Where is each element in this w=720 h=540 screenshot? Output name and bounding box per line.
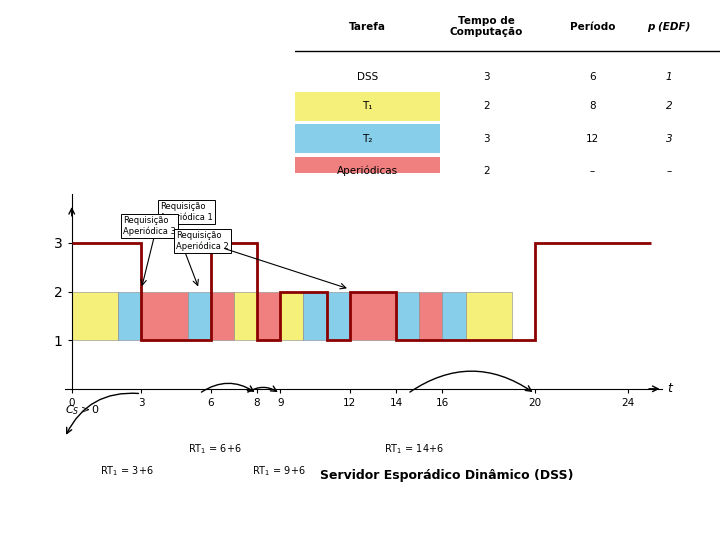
Text: 1: 1 [666,72,672,82]
Bar [211,292,234,340]
Text: Requisição
Aperiódica 2: Requisição Aperiódica 2 [176,231,229,251]
Text: 2: 2 [483,166,490,176]
Text: Servidor Esporádico Dinâmico (DSS): Servidor Esporádico Dinâmico (DSS) [320,469,573,482]
Text: Tarefa: Tarefa [349,22,386,32]
Text: –: – [667,166,672,176]
Bar [188,292,211,340]
Text: RT$_1$ = 3+6: RT$_1$ = 3+6 [99,464,153,478]
Text: 12: 12 [586,134,599,144]
Text: Período: Período [570,22,616,32]
Text: 12/4/2020: 12/4/2020 [638,517,691,528]
Text: T₁: T₁ [362,102,373,111]
Bar [419,292,442,340]
Text: 6: 6 [589,72,596,82]
Text: 3: 3 [483,72,490,82]
Bar [257,292,280,340]
Text: RT$_1$ = 9+6: RT$_1$ = 9+6 [253,464,306,478]
Bar [295,124,440,153]
Text: Aperiódicas: Aperiódicas [337,166,398,177]
Text: RT$_1$ = 6+6: RT$_1$ = 6+6 [188,442,241,456]
Bar [303,292,350,340]
Text: $C_S > 0$: $C_S > 0$ [65,403,100,417]
Text: Sistemas de Tempo Real: Sistemas de Tempo Real [297,517,423,528]
Text: –: – [590,166,595,176]
Text: Tempo de
Computação: Tempo de Computação [450,16,523,37]
Text: t: t [667,382,672,395]
Text: Requisição
Aperiódica 3: Requisição Aperiódica 3 [122,216,176,237]
Bar [396,292,419,340]
Bar [295,92,440,121]
Bar [295,157,440,186]
Text: 2: 2 [666,102,672,111]
Text: 3: 3 [483,134,490,144]
Bar [234,292,257,340]
Bar [466,292,512,340]
Bar [72,292,118,340]
Bar [118,292,141,340]
Bar [141,292,188,340]
Text: 3: 3 [666,134,672,144]
Text: Requisição
Aperiódica 1: Requisição Aperiódica 1 [160,201,212,222]
Text: RT$_1$ = 14+6: RT$_1$ = 14+6 [384,442,444,456]
Text: T₂: T₂ [362,134,373,144]
Bar [442,292,466,340]
Bar [280,292,303,340]
Bar [350,292,396,340]
Text: p (EDF): p (EDF) [647,22,690,32]
Text: DSS: DSS [357,72,378,82]
Text: 8: 8 [589,102,596,111]
Text: 2: 2 [483,102,490,111]
Text: Anderson Moreira – CIn/UFPE: Anderson Moreira – CIn/UFPE [29,517,179,528]
